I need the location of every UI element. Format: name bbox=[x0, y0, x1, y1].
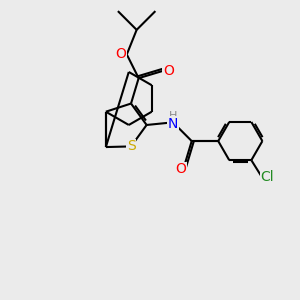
Text: O: O bbox=[116, 47, 126, 61]
Text: O: O bbox=[163, 64, 174, 77]
Text: O: O bbox=[175, 162, 186, 176]
Text: N: N bbox=[168, 117, 178, 131]
Text: S: S bbox=[127, 140, 135, 153]
Text: Cl: Cl bbox=[260, 170, 274, 184]
Text: H: H bbox=[169, 111, 177, 122]
